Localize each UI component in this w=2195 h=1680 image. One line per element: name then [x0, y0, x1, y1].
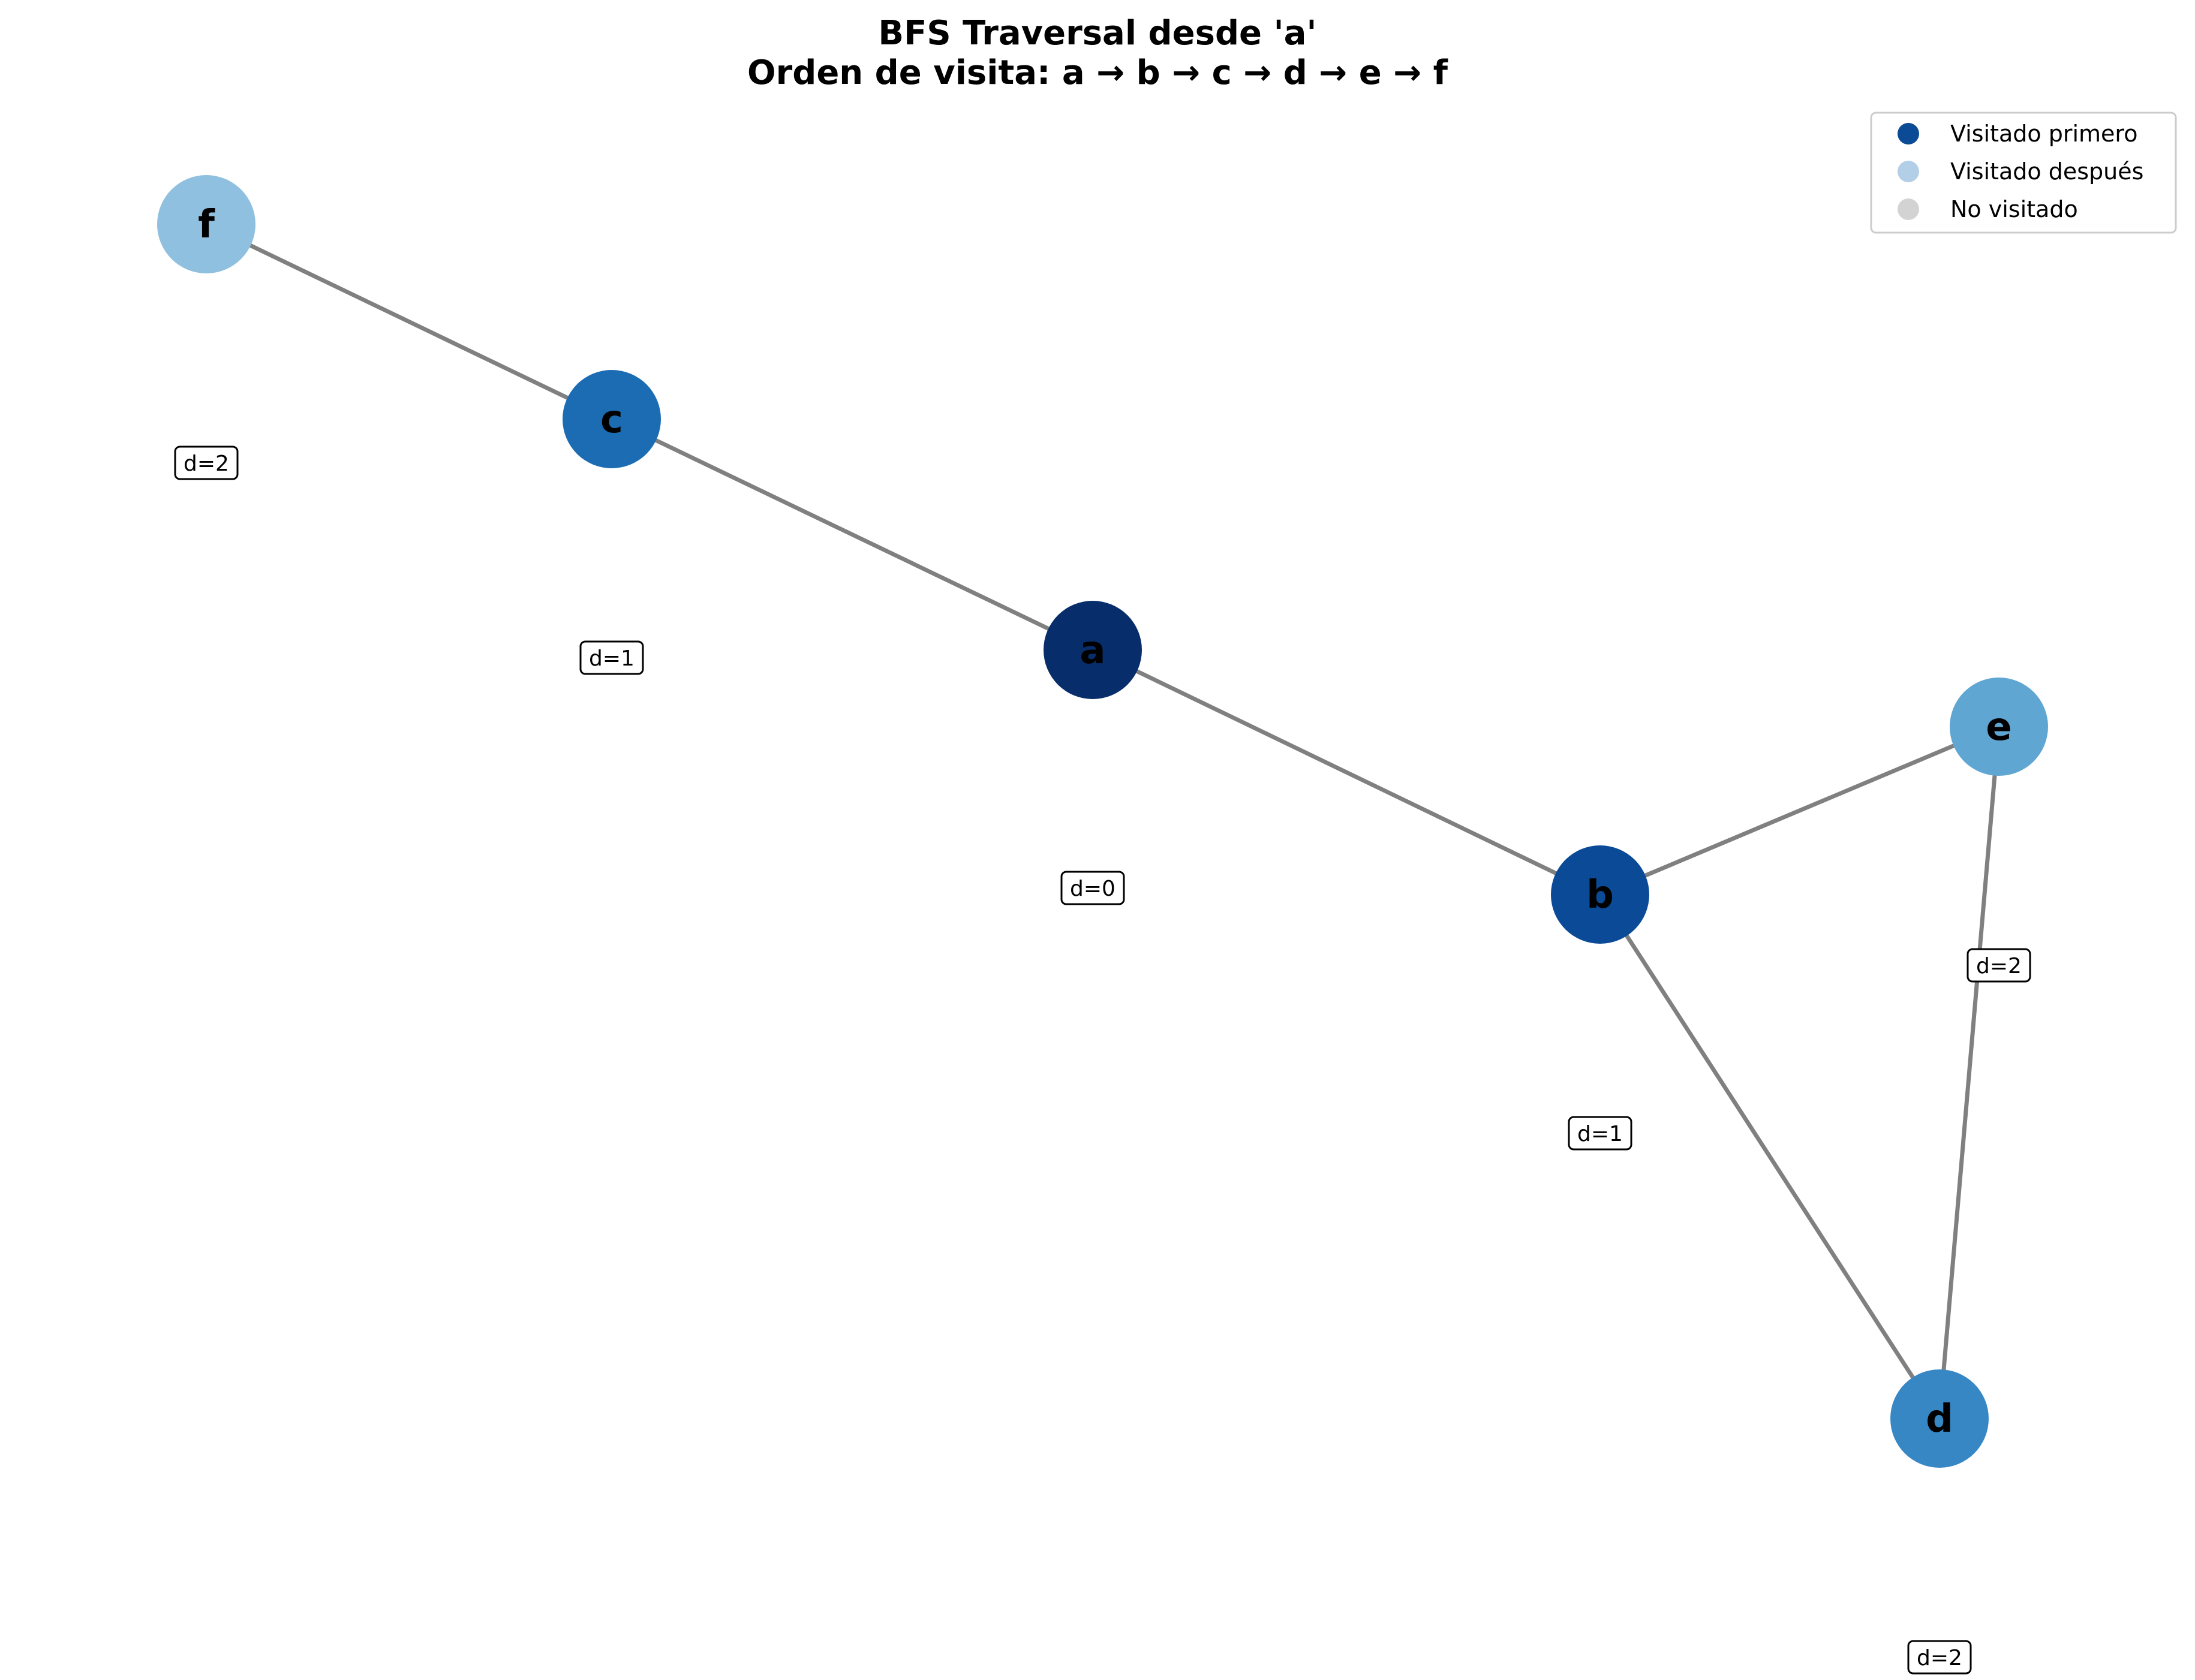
node-circle-d [1890, 1369, 1989, 1468]
distance-label-text-e: d=2 [1976, 954, 2022, 979]
distance-label-box-a [1060, 871, 1125, 905]
node-label-b: b [1586, 873, 1614, 917]
legend-marker-visited-first [1898, 123, 1919, 144]
distance-label-text-b: d=1 [1577, 1122, 1623, 1146]
edge-f-c [205, 222, 613, 421]
distance-labels-layer: d=0 d=1 d=1 d=2 d=2 d=2 [174, 445, 2031, 1675]
node-c: c [563, 370, 661, 468]
distance-label-text-d: d=2 [1917, 1646, 1962, 1670]
node-circle-f [157, 175, 255, 273]
node-circle-e [1950, 678, 2048, 776]
distance-label-d: d=2 [1907, 1640, 1972, 1675]
distance-label-box-e [1967, 948, 2031, 983]
distance-label-box-f [174, 445, 239, 480]
edge-a-b [1092, 648, 1601, 897]
figure-title-line1: BFS Traversal desde 'a' [878, 14, 1316, 53]
figure-title-line2: Orden de visita: a → b → c → d → e → f [747, 53, 1448, 92]
distance-label-b: d=1 [1568, 1116, 1632, 1151]
node-b: b [1551, 845, 1649, 944]
legend: Visitado primero Visitado después No vis… [1870, 112, 2177, 234]
node-label-d: d [1926, 1397, 1953, 1441]
distance-label-box-b [1568, 1116, 1632, 1151]
distance-label-text-f: d=2 [184, 451, 229, 476]
legend-marker-visited-later [1898, 161, 1919, 182]
node-circle-b [1551, 845, 1649, 944]
nodes-layer: a b c d e f [157, 175, 2048, 1468]
edge-c-a [611, 417, 1094, 652]
distance-label-text-a: d=0 [1070, 877, 1115, 901]
distance-label-f: d=2 [174, 445, 239, 480]
node-circle-c [563, 370, 661, 468]
node-label-c: c [600, 398, 623, 442]
node-f: f [157, 175, 255, 273]
distance-label-box-d [1907, 1640, 1972, 1675]
edge-b-d [1598, 893, 1941, 1420]
distance-label-a: d=0 [1060, 871, 1125, 905]
node-label-e: e [1986, 705, 2011, 749]
node-d: d [1890, 1369, 1989, 1468]
node-label-a: a [1080, 628, 1105, 673]
edges-layer [205, 222, 2001, 1420]
node-e: e [1950, 678, 2048, 776]
node-label-f: f [198, 203, 215, 247]
edge-b-e [1599, 724, 2000, 897]
legend-label-visited-first: Visitado primero [1950, 121, 2137, 147]
legend-label-visited-later: Visitado después [1950, 158, 2143, 185]
distance-label-box-c [579, 640, 644, 675]
legend-marker-not-visited [1898, 198, 1919, 220]
node-circle-a [1044, 601, 1142, 699]
distance-label-text-c: d=1 [589, 646, 635, 671]
distance-label-c: d=1 [579, 640, 644, 675]
legend-box [1870, 112, 2177, 234]
node-a: a [1044, 601, 1142, 699]
edge-e-d [1937, 726, 2001, 1419]
legend-label-not-visited: No visitado [1950, 196, 2078, 222]
distance-label-e: d=2 [1967, 948, 2031, 983]
